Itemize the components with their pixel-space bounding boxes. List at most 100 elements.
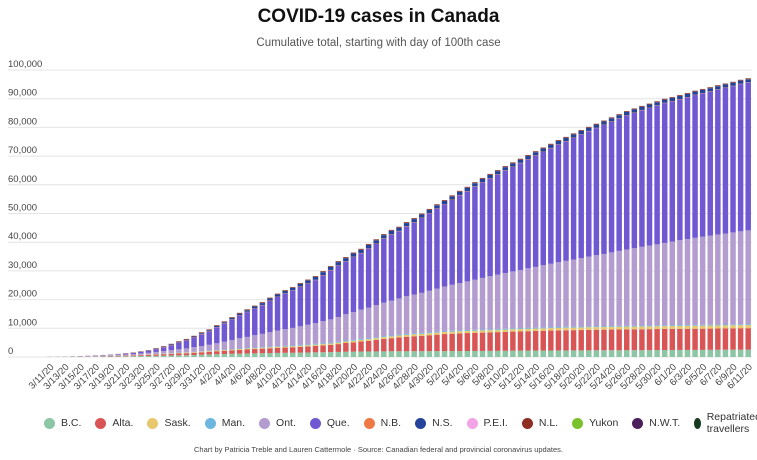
bar-segment <box>358 338 364 340</box>
bar-segment <box>396 298 402 335</box>
bar-segment <box>555 144 562 263</box>
bar-stack <box>426 208 433 357</box>
bar-segment <box>487 350 493 357</box>
bar-stack <box>684 92 691 357</box>
bar-segment <box>449 333 455 352</box>
bar-segment <box>244 310 250 312</box>
bar-segment <box>639 106 645 110</box>
bar-segment <box>130 352 137 354</box>
bar-segment <box>494 170 501 172</box>
bar-stack <box>176 341 182 357</box>
bar-segment <box>578 330 584 351</box>
bar-segment <box>282 346 288 348</box>
legend-label: Que. <box>326 417 350 429</box>
bar-segment <box>669 241 676 326</box>
bar-segment <box>548 143 554 145</box>
bar-segment <box>267 298 273 301</box>
bar-segment <box>320 272 326 276</box>
bar-segment <box>130 353 137 355</box>
bar-segment <box>312 345 319 353</box>
legend-label: N.W.T. <box>649 417 681 429</box>
legend-item: Alta. <box>95 417 133 429</box>
bar-segment <box>548 263 554 328</box>
bar-stack <box>282 290 288 357</box>
bar-segment <box>343 341 349 343</box>
bar-segment <box>479 178 486 183</box>
bar-segment <box>396 334 402 336</box>
bar-segment <box>297 283 304 287</box>
bar-segment <box>168 345 174 351</box>
legend-item: P.E.I. <box>466 417 508 429</box>
bar-segment <box>699 89 706 90</box>
bar-stack <box>297 282 304 357</box>
bar-segment <box>297 352 304 357</box>
bar-segment <box>236 349 243 350</box>
bar-segment <box>631 329 638 351</box>
bar-stack <box>221 321 228 357</box>
bar-segment <box>358 309 364 339</box>
bar-segment <box>661 328 668 351</box>
bar-segment <box>472 182 478 184</box>
bar-stack <box>267 297 273 357</box>
bar-segment <box>221 341 228 350</box>
bar-segment <box>320 343 326 345</box>
bar-segment <box>525 155 531 156</box>
bar-segment <box>252 335 258 348</box>
bar-segment <box>335 261 342 262</box>
bar-segment <box>494 274 501 329</box>
bar-segment <box>601 124 607 254</box>
bar-segment <box>176 353 182 356</box>
legend-label: Yukon <box>589 417 619 429</box>
bar-stack <box>85 355 91 357</box>
bar-segment <box>616 329 622 351</box>
bar-segment <box>176 355 182 357</box>
bar-segment <box>684 324 691 326</box>
bar-segment <box>449 195 455 197</box>
bar-segment <box>563 330 569 351</box>
bar-segment <box>274 293 281 295</box>
bar-segment <box>411 218 417 219</box>
bar-stack <box>540 147 546 357</box>
bar-segment <box>396 351 402 357</box>
bar-segment <box>138 351 144 354</box>
bar-segment <box>457 191 463 195</box>
bar-segment <box>381 302 387 337</box>
bar-segment <box>168 353 174 356</box>
bar-segment <box>730 324 736 326</box>
bar-segment <box>419 214 425 218</box>
bar-segment <box>677 328 683 350</box>
bar-segment <box>677 325 683 326</box>
bar-segment <box>267 332 273 347</box>
bar-segment <box>327 270 334 320</box>
legend-swatch <box>44 417 55 429</box>
bar-segment <box>502 329 509 332</box>
bar-segment <box>624 326 630 330</box>
bar-segment <box>745 230 751 325</box>
bar-segment <box>555 330 562 351</box>
legend-item: N.S. <box>415 417 453 429</box>
bar-stack <box>502 166 509 357</box>
bar-segment <box>327 344 334 353</box>
bar-segment <box>525 268 531 328</box>
bar-stack <box>206 329 212 357</box>
bar-stack <box>252 305 258 357</box>
bar-segment <box>365 339 372 341</box>
bar-stack <box>586 126 592 357</box>
bar-segment <box>160 355 167 357</box>
bar-segment <box>616 115 622 119</box>
bar-stack <box>555 140 562 357</box>
chart-footer: Chart by Patricia Treble and Lauren Catt… <box>194 445 563 454</box>
bar-segment <box>563 327 569 331</box>
bar-segment <box>578 350 584 357</box>
bar-segment <box>631 350 638 357</box>
bar-segment <box>532 266 539 328</box>
bar-stack <box>107 354 114 357</box>
bar-segment <box>297 346 304 353</box>
bar-stack <box>578 129 584 357</box>
bar-segment <box>191 336 197 338</box>
bar-segment <box>289 287 296 291</box>
legend-item: N.W.T. <box>632 417 680 429</box>
bar-segment <box>381 337 387 339</box>
bar-segment <box>654 326 660 330</box>
bar-segment <box>312 280 319 324</box>
